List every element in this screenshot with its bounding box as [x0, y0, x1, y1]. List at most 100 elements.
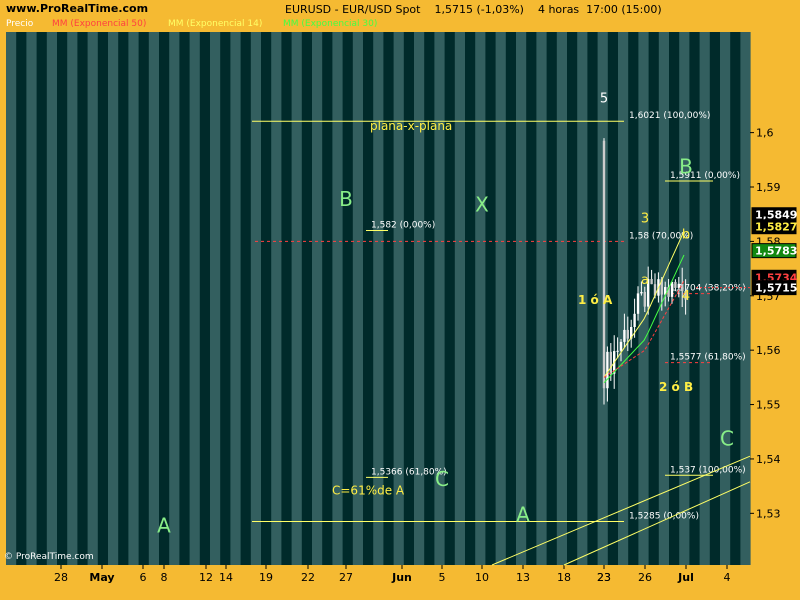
- candle-body: [636, 293, 640, 314]
- x-tick-label: 13: [516, 571, 530, 584]
- wave-label: b: [682, 228, 690, 243]
- candle-body: [626, 329, 629, 339]
- chart-annotation: 1 ó A: [578, 293, 613, 307]
- candle-body: [643, 291, 646, 307]
- fib-level-label: 1,5704 (38,20%): [670, 284, 746, 294]
- session-stripe: [740, 32, 751, 565]
- candle-body: [630, 326, 633, 339]
- candle-body: [619, 341, 623, 351]
- price-tag-label: 1,5849: [755, 209, 797, 222]
- candle-body: [667, 287, 670, 297]
- fib-level-label: 1,6021 (100,00%): [629, 111, 710, 121]
- session-stripe: [108, 32, 119, 565]
- y-tick-label: 1,55: [756, 399, 781, 412]
- session-stripe: [434, 32, 445, 565]
- candle-body: [647, 278, 650, 307]
- session-stripe: [720, 32, 731, 565]
- session-stripe: [352, 32, 363, 565]
- wave-label: A: [157, 513, 171, 537]
- session-stripe: [618, 32, 629, 565]
- price-tag-box: [751, 243, 797, 259]
- chart-legend: Precio MM (Exponencial 50) MM (Exponenci…: [0, 18, 750, 32]
- wave-label: B: [679, 154, 693, 178]
- session-stripe: [6, 32, 17, 565]
- session-stripe: [87, 32, 98, 565]
- channel-line-upper: [491, 455, 751, 566]
- session-stripe: [679, 32, 690, 565]
- candle-body: [664, 287, 667, 295]
- copyright: © ProRealTime.com: [4, 552, 94, 562]
- x-tick-label: 19: [259, 571, 273, 584]
- session-stripe: [393, 32, 404, 565]
- session-stripe: [495, 32, 506, 565]
- price-tag-box: [751, 219, 797, 235]
- session-stripe: [169, 32, 180, 565]
- session-stripe: [210, 32, 221, 565]
- session-stripe: [556, 32, 567, 565]
- wave-label: C: [435, 467, 449, 491]
- legend-item-price: Precio: [6, 19, 34, 29]
- candle-body: [660, 279, 663, 295]
- price-tag-label: 1,5715: [755, 282, 797, 295]
- x-tick-label: May: [89, 571, 114, 584]
- legend-item-ema50: MM (Exponencial 50): [52, 19, 147, 29]
- session-stripe: [597, 32, 608, 565]
- fib-level-label: 1,58 (70,00%): [629, 231, 693, 241]
- x-tick-label: 27: [339, 571, 353, 584]
- y-tick-label: 1,56: [756, 344, 781, 357]
- candle-body: [623, 329, 626, 342]
- wave-label: 3: [641, 211, 649, 226]
- session-stripe: [148, 32, 159, 565]
- title-bar: www.ProRealTime.com EURUSD - EUR/USD Spo…: [0, 0, 800, 18]
- session-stripe: [516, 32, 527, 565]
- session-stripe: [230, 32, 241, 565]
- x-tick-label: 5: [439, 571, 446, 584]
- y-tick-label: 1,6: [756, 127, 774, 140]
- session-stripe: [312, 32, 323, 565]
- instrument-name: EURUSD - EUR/USD Spot: [285, 3, 421, 16]
- y-tick-label: 1,59: [756, 181, 781, 194]
- fib-level-label: 1,5577 (61,80%): [670, 353, 746, 363]
- wave-label: a: [641, 273, 649, 288]
- candle-body: [650, 278, 653, 285]
- x-tick-label: Jul: [677, 571, 694, 584]
- candle-body: [674, 281, 677, 288]
- chart-annotation: 2 ó B: [659, 380, 693, 394]
- price-tag-label: 1,5827: [755, 221, 797, 234]
- candle-body: [640, 291, 643, 294]
- candle-body: [653, 284, 657, 296]
- x-tick-label: 14: [219, 571, 233, 584]
- x-tick-label: Jun: [391, 571, 412, 584]
- candle-body: [616, 350, 619, 352]
- chart-annotation: plana-x-plana: [370, 119, 452, 133]
- session-stripe: [454, 32, 465, 565]
- x-tick-label: 12: [199, 571, 213, 584]
- ema50-line: [603, 280, 685, 378]
- session-stripe: [250, 32, 261, 565]
- wave-label: 5: [600, 92, 608, 107]
- session-stripe: [128, 32, 139, 565]
- session-stripe: [271, 32, 282, 565]
- candle-body: [633, 313, 636, 327]
- session-stripe: [46, 32, 57, 565]
- fib-level-label: 1,5285 (0,00%): [629, 511, 699, 521]
- session-stripe: [414, 32, 425, 565]
- session-stripe: [189, 32, 200, 565]
- wave-label: A: [516, 502, 530, 526]
- site-name[interactable]: www.ProRealTime.com: [6, 2, 149, 15]
- bar-time: 17:00 (15:00): [586, 3, 662, 16]
- x-tick-label: 28: [54, 571, 68, 584]
- candle-body: [684, 291, 687, 300]
- session-stripe: [373, 32, 384, 565]
- legend-item-ema14: MM (Exponencial 14): [168, 19, 263, 29]
- x-tick-label: 26: [638, 571, 652, 584]
- x-tick-label: 18: [557, 571, 571, 584]
- wave-label: X: [475, 192, 489, 216]
- y-tick-label: 1,53: [756, 507, 781, 520]
- session-stripe: [67, 32, 78, 565]
- session-stripe: [699, 32, 710, 565]
- session-stripe: [475, 32, 486, 565]
- fib-level-label: 1,5366 (61,80%): [371, 467, 447, 477]
- session-stripe: [291, 32, 302, 565]
